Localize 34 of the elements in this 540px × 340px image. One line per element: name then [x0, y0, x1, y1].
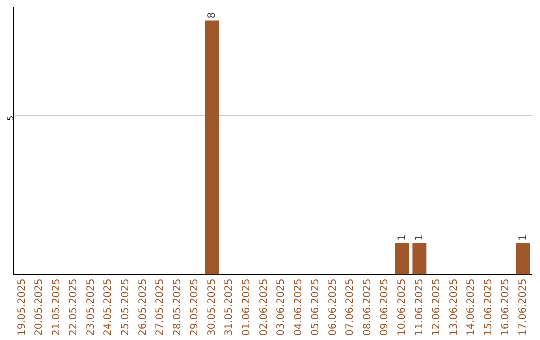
x-tick-label: 10.06.2025: [396, 278, 408, 336]
x-tick-label: 07.06.2025: [345, 278, 356, 336]
x-tick-label: 28.05.2025: [172, 278, 184, 336]
x-tick-label: 16.06.2025: [500, 278, 512, 336]
x-tick-label: 17.06.2025: [518, 278, 529, 336]
x-tick-label: 22.05.2025: [68, 278, 80, 336]
data-label: 1: [414, 234, 426, 241]
x-tick-label: 08.06.2025: [362, 278, 374, 336]
x-tick-label: 01.06.2025: [241, 278, 252, 336]
x-tick-label: 02.06.2025: [258, 278, 270, 336]
x-tick-label: 04.06.2025: [293, 278, 304, 336]
x-tick-label: 26.05.2025: [138, 278, 149, 336]
x-tick-label: 11.06.2025: [414, 278, 426, 336]
data-label: 1: [518, 234, 529, 241]
x-tick-label: 31.05.2025: [224, 278, 236, 336]
x-tick-label: 14.06.2025: [466, 278, 478, 336]
x-tick-label: 29.05.2025: [190, 278, 201, 336]
x-tick-label: 05.06.2025: [310, 278, 322, 336]
x-tick-label: 24.05.2025: [103, 278, 114, 336]
x-tick-label: 20.05.2025: [34, 278, 46, 336]
x-tick-label: 12.06.2025: [432, 278, 443, 336]
x-tick-label: 19.05.2025: [16, 278, 28, 336]
x-tick-label: 06.06.2025: [328, 278, 339, 336]
x-tick-label: 09.06.2025: [380, 278, 391, 336]
x-tick-label: 27.05.2025: [155, 278, 166, 336]
x-tick-label: 23.05.2025: [86, 278, 97, 336]
x-tick-label: 21.05.2025: [51, 278, 62, 336]
x-tick-label: 03.06.2025: [276, 278, 288, 336]
x-tick-label: 15.06.2025: [483, 278, 494, 336]
data-label: 8: [206, 12, 218, 19]
x-tick-label: 13.06.2025: [448, 278, 460, 336]
x-tick-label: 30.05.2025: [206, 278, 218, 336]
x-tick-label: 25.05.2025: [120, 278, 132, 336]
data-label: 1: [396, 234, 408, 241]
